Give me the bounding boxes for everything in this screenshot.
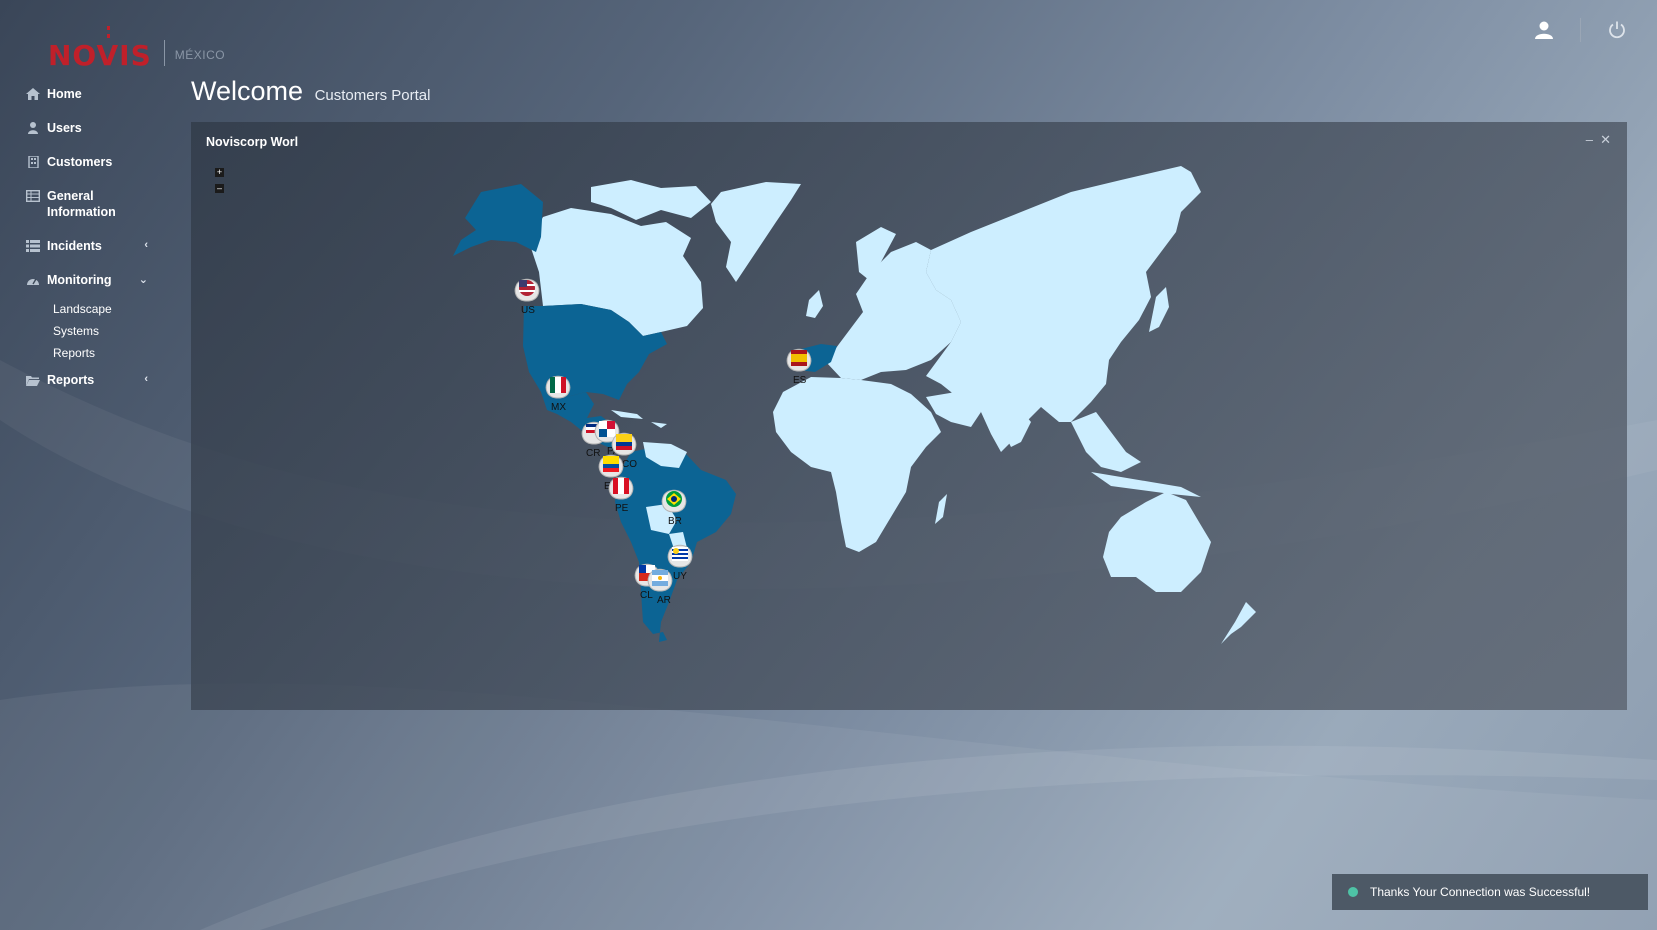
sidebar-item-incidents[interactable]: Incidents ‹ [26, 238, 150, 272]
page-title: Welcome Customers Portal [191, 76, 430, 107]
map-region-indonesia[interactable] [1091, 472, 1201, 497]
building-icon [28, 156, 39, 168]
sidebar-item-users[interactable]: Users [26, 120, 150, 154]
map-marker-br[interactable]: BR [661, 489, 687, 527]
map-country-australia[interactable] [1103, 492, 1211, 592]
user-profile-icon[interactable] [1534, 20, 1554, 40]
map-marker-es[interactable]: ES [786, 348, 812, 386]
sidebar-subitem-landscape[interactable]: Landscape [53, 302, 112, 316]
brand-dot-mark [107, 26, 113, 38]
map-marker-label: US [521, 305, 535, 316]
map-country-greenland[interactable] [711, 182, 801, 282]
map-region-arctic-islands[interactable] [591, 180, 711, 220]
home-icon [26, 88, 40, 100]
map-region-venezuela-guyanas[interactable] [643, 442, 687, 468]
panel-title: Noviscorp Worl [206, 135, 299, 149]
dashboard-icon [27, 278, 39, 285]
brand-name: NOVIS [48, 39, 152, 72]
map-marker-uy[interactable]: UY [667, 544, 693, 582]
header-divider [1580, 18, 1581, 42]
sidebar-item-label: General Information [47, 189, 116, 219]
sidebar-subitem-systems[interactable]: Systems [53, 324, 100, 338]
toast-message: Thanks Your Connection was Successful! [1370, 885, 1591, 899]
sidebar-item-label: Reports [47, 373, 95, 387]
map-region-caribbean[interactable] [611, 410, 667, 428]
map-marker-pa[interactable]: PA [594, 419, 620, 457]
map-region-southeast-asia[interactable] [1071, 412, 1141, 472]
map-marker-label: ES [793, 375, 807, 386]
chevron-left-icon: ‹ [144, 239, 148, 251]
map-marker-label: MX [551, 402, 566, 413]
map-marker-label: CR [586, 448, 600, 459]
zoom-out-button[interactable]: – [215, 183, 224, 193]
sidebar-item-monitoring[interactable]: Monitoring ⌄ [26, 272, 150, 298]
sidebar-item-general-information[interactable]: General Information [26, 188, 150, 238]
sidebar-item-reports[interactable]: Reports ‹ [26, 372, 150, 406]
map-marker-label: BR [668, 516, 682, 527]
map-marker-label: CO [622, 459, 637, 470]
sidebar-item-label: Home [47, 87, 82, 101]
sidebar-item-label: Monitoring [47, 273, 112, 287]
header-actions [1534, 18, 1627, 42]
map-marker-co[interactable]: CO [611, 432, 637, 470]
table-icon [26, 190, 40, 202]
map-state-alaska[interactable] [453, 184, 543, 256]
map-continent-europe[interactable] [826, 242, 961, 380]
map-marker-cr[interactable]: CR [581, 421, 607, 459]
map-region-arabia[interactable] [926, 392, 981, 427]
brand-country: MÉXICO [174, 48, 226, 62]
map-country-india[interactable] [991, 402, 1031, 447]
sidebar-item-label: Incidents [47, 239, 102, 253]
map-country-madagascar[interactable] [935, 494, 947, 524]
page-subtitle: Customers Portal [314, 87, 431, 104]
map-marker-label: AR [657, 595, 671, 606]
map-marker-mx[interactable]: MX [545, 375, 571, 413]
user-icon [28, 122, 38, 134]
zoom-in-button[interactable]: + [215, 167, 224, 177]
map-country-japan[interactable] [1149, 287, 1169, 332]
map-marker-label: CL [640, 590, 653, 601]
world-map[interactable]: US MX CR PA CO EC PE BR UY CL AR ES [191, 122, 1627, 710]
map-marker-ar[interactable]: AR [647, 568, 673, 606]
world-map-panel: US MX CR PA CO EC PE BR UY CL AR ES Novi… [191, 122, 1627, 710]
map-marker-label: PA [607, 446, 620, 457]
map-marker-label: PE [615, 503, 629, 514]
map-region-scandinavia[interactable] [856, 227, 896, 280]
chevron-left-icon: ‹ [144, 373, 148, 385]
sidebar-item-customers[interactable]: Customers [26, 154, 150, 188]
list-icon [26, 240, 40, 252]
sidebar-item-home[interactable]: Home [26, 86, 150, 120]
power-icon[interactable] [1607, 20, 1627, 40]
logo-divider [163, 40, 165, 66]
map-country-uk[interactable] [806, 290, 823, 318]
map-marker-us[interactable]: US [514, 278, 540, 316]
sidebar-subitem-reports[interactable]: Reports [53, 346, 96, 360]
folder-icon [26, 376, 40, 386]
page-title-text: Welcome [191, 76, 304, 106]
map-marker-cl[interactable]: CL [634, 563, 660, 601]
notification-toast[interactable]: Thanks Your Connection was Successful! [1332, 874, 1648, 910]
sidebar-item-label: Customers [47, 155, 113, 169]
map-country-new-zealand[interactable] [1221, 602, 1256, 644]
close-icon[interactable]: ✕ [1600, 132, 1611, 147]
sidebar-nav: Home Users Customers General Information… [26, 86, 150, 406]
sidebar-item-label: Users [47, 121, 82, 135]
status-dot-icon [1348, 887, 1358, 897]
map-marker-pe[interactable]: PE [608, 476, 634, 514]
map-marker-label: UY [673, 571, 687, 582]
map-continent-asia[interactable] [926, 166, 1201, 452]
minimize-icon[interactable]: – [1585, 132, 1593, 147]
brand-logo[interactable]: NOVIS MÉXICO [48, 26, 226, 72]
map-continent-africa[interactable] [773, 377, 941, 552]
map-country-canada[interactable] [529, 208, 703, 336]
chevron-down-icon: ⌄ [138, 274, 148, 286]
